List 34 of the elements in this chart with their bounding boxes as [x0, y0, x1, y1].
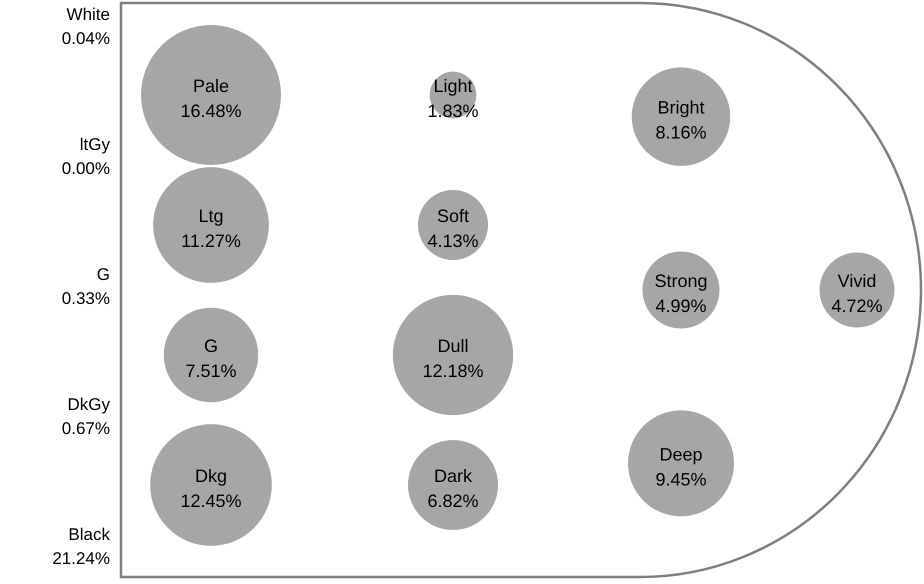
data-label: 12.18%	[422, 361, 484, 381]
category-label: G	[96, 265, 110, 284]
category-label: Dark	[434, 466, 473, 486]
data-label: 6.82%	[427, 491, 479, 511]
data-label: 8.16%	[655, 122, 707, 143]
category-label: Light	[433, 76, 473, 96]
category-label: Deep	[659, 444, 703, 464]
data-label: 1.83%	[427, 101, 479, 121]
data-label: 12.45%	[180, 491, 242, 511]
category-label: Black	[68, 525, 110, 544]
data-label: 0.04%	[62, 29, 110, 48]
data-label: 4.72%	[831, 296, 883, 316]
category-label: ltGy	[80, 135, 110, 154]
category-label: Dkg	[194, 466, 228, 486]
category-label: Dull	[437, 336, 469, 356]
category-label: DkGy	[68, 395, 110, 414]
data-label: 0.67%	[62, 419, 110, 438]
data-label: 11.27%	[181, 231, 241, 251]
data-label: 7.51%	[185, 361, 237, 381]
data-label: 21.24%	[52, 549, 110, 568]
data-label: 4.13%	[427, 231, 479, 251]
data-label: 0.33%	[62, 289, 110, 308]
category-label: Pale	[192, 76, 230, 96]
category-label: G	[204, 336, 218, 356]
category-label: Soft	[436, 206, 470, 226]
data-label: 4.99%	[655, 296, 707, 316]
category-label: Bright	[657, 98, 705, 118]
category-label: Strong	[654, 271, 708, 291]
data-label: 0.00%	[62, 159, 110, 178]
data-label: 9.45%	[655, 469, 707, 490]
category-label: White	[66, 5, 110, 24]
category-label: Vivid	[838, 271, 876, 291]
data-label: 16.48%	[180, 101, 242, 121]
category-label: Ltg	[198, 206, 224, 226]
